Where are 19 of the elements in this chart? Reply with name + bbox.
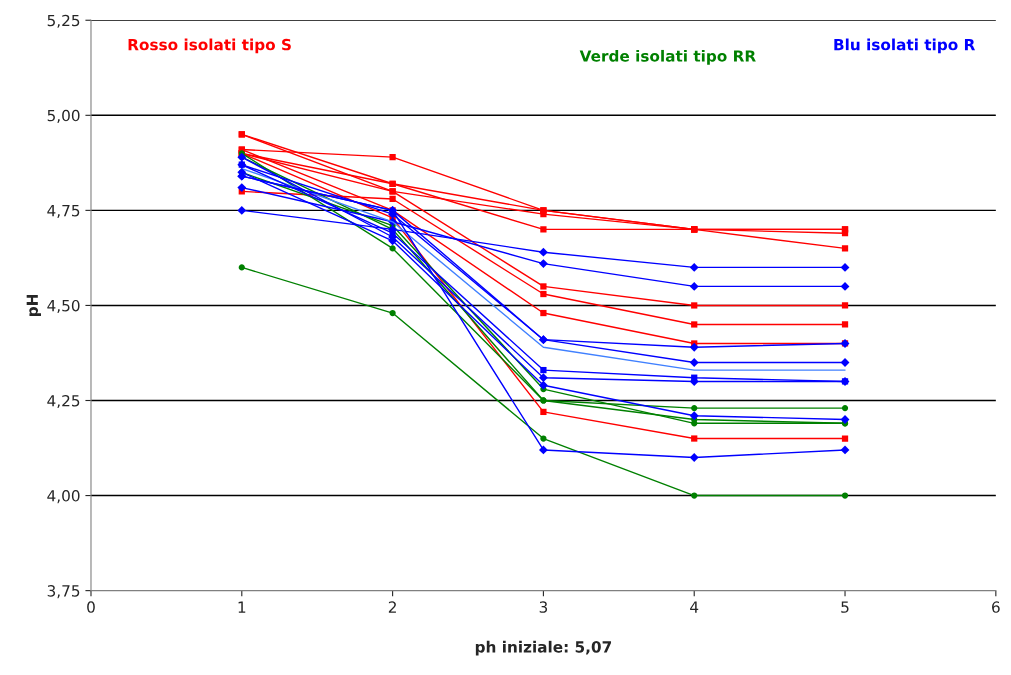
x-axis-title: ph iniziale: 5,07 bbox=[475, 640, 612, 656]
annotation: Rosso isolati tipo S bbox=[128, 38, 291, 54]
x-tick-label: 2 bbox=[388, 601, 396, 613]
annotation: Verde isolati tipo RR bbox=[579, 49, 756, 65]
y-tick-label: 4,75 bbox=[47, 205, 80, 218]
x-tick-label: 0 bbox=[87, 601, 95, 613]
x-tick-label: 4 bbox=[690, 601, 699, 613]
y-tick-label: 4,25 bbox=[47, 394, 80, 409]
y-axis-title: pH bbox=[26, 294, 41, 317]
y-tick-label: 4,50 bbox=[47, 299, 80, 314]
y-tick-label: 4,00 bbox=[47, 490, 80, 504]
x-tick-label: 3 bbox=[539, 601, 548, 613]
y-tick-label: 5,25 bbox=[47, 14, 80, 28]
y-tick-label: 5,00 bbox=[47, 109, 80, 123]
annotation: Blu isolati tipo R bbox=[834, 38, 976, 54]
x-tick-label: 6 bbox=[992, 601, 1000, 613]
y-tick-label: 3,75 bbox=[47, 585, 80, 599]
x-tick-label: 1 bbox=[238, 601, 246, 613]
x-tick-label: 5 bbox=[841, 601, 849, 613]
